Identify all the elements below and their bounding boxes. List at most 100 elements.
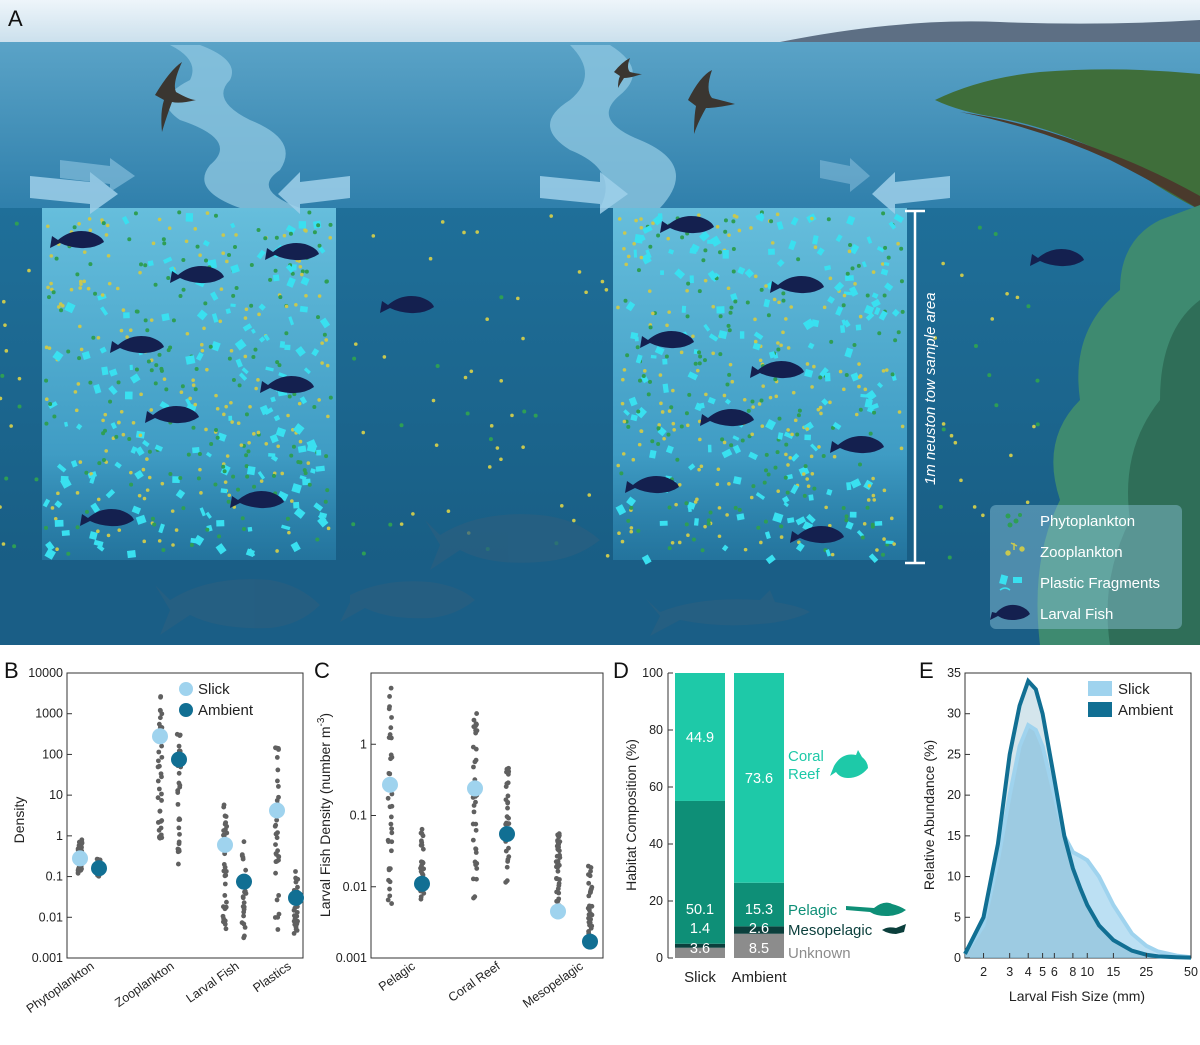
plastic-fragment [147, 260, 154, 267]
larval-fish-icon [110, 336, 164, 354]
phytoplankton-dot [698, 354, 703, 359]
phytoplankton-dot [256, 228, 261, 233]
zooplankton-dot [637, 442, 642, 447]
raw-point [274, 835, 280, 841]
zooplankton-dot [162, 377, 167, 381]
plastic-fragment [265, 366, 274, 372]
mean-ambient [499, 825, 515, 842]
zooplankton-dot [46, 224, 50, 229]
plastic-fragment [89, 474, 96, 484]
plastic-fragment [804, 368, 814, 378]
zooplankton-dot [810, 471, 815, 476]
zooplankton-dot [828, 276, 833, 281]
plastic-fragment [44, 548, 56, 560]
plastic-fragment [292, 423, 305, 435]
phytoplankton-dot [747, 434, 752, 439]
raw-point [294, 921, 300, 927]
plastic-fragment [821, 398, 829, 406]
zooplankton-dot [810, 216, 814, 221]
zooplankton-dot [774, 394, 779, 399]
phytoplankton-dot [166, 348, 171, 353]
zooplankton-dot [324, 338, 329, 342]
plastic-fragment [662, 358, 668, 365]
segment-label: 50.1 [686, 902, 714, 918]
plastic-fragment [202, 239, 210, 247]
raw-point [241, 935, 247, 941]
phytoplankton-dot [209, 441, 214, 446]
zooplankton-dot [275, 549, 279, 553]
phytoplankton-dot [231, 293, 236, 298]
phytoplankton-dot [656, 233, 661, 238]
xtick-label: Phytoplankton [24, 959, 97, 1016]
zooplankton-dot [4, 349, 9, 353]
phytoplankton-dot [656, 426, 661, 431]
phytoplankton-dot [684, 411, 689, 416]
plastic-fragment [865, 390, 877, 401]
raw-point [387, 866, 393, 872]
phytoplankton-dot [717, 250, 722, 255]
zooplankton-dot [107, 281, 112, 286]
phytoplankton-dot [635, 345, 640, 350]
legend-slick-marker [179, 682, 193, 696]
zooplankton-dot [264, 441, 269, 446]
zooplankton-dot [743, 547, 748, 552]
plastic-fragment [721, 448, 733, 459]
ytick-label: 20 [649, 894, 663, 908]
phytoplankton-dot [697, 350, 702, 355]
raw-point [292, 905, 298, 911]
raw-point [241, 900, 247, 906]
zooplankton-dot [857, 375, 862, 379]
zooplankton-dot [78, 460, 83, 464]
zooplankton-dot [959, 478, 963, 483]
phytoplankton-dot [729, 305, 734, 310]
plastic-fragment [860, 393, 869, 398]
zooplankton-dot [616, 305, 620, 310]
bird-icon [688, 70, 735, 134]
plastic-fragment [835, 306, 844, 316]
phytoplankton-dot [4, 476, 9, 481]
tuna-silhouette [340, 581, 475, 622]
panel-a-scene: 1m neuston tow sample area Phytoplankton… [0, 0, 1200, 645]
raw-point [241, 909, 247, 915]
zooplankton-dot [475, 230, 480, 234]
phytoplankton-dot [680, 235, 685, 240]
plastic-fragment [246, 465, 256, 476]
ytick-label: 20 [947, 788, 961, 802]
zooplankton-dot [73, 390, 78, 394]
plastic-fragment [753, 331, 764, 341]
plastic-fragment [615, 504, 627, 516]
raw-point [177, 732, 183, 738]
zooplankton-dot [882, 488, 887, 493]
zooplankton-dot [198, 467, 202, 472]
plastic-fragment [864, 398, 873, 409]
zooplankton-dot [247, 440, 251, 445]
phytoplankton-dot [231, 474, 236, 479]
plastic-fragment [275, 427, 287, 438]
slick-area [965, 725, 1191, 958]
raw-point [389, 830, 395, 836]
zooplankton-dot [227, 493, 232, 498]
phytoplankton-dot [664, 354, 669, 359]
zooplankton-dot [298, 264, 303, 269]
mean-slick [217, 836, 233, 853]
mean-ambient [91, 860, 107, 877]
plastic-fragment [303, 367, 311, 375]
plastic-fragment [788, 239, 797, 251]
panel-c-ylabel-end: ) [317, 713, 333, 718]
zooplankton-dot [434, 443, 439, 447]
e-legend-ambient: Ambient [1118, 702, 1174, 719]
zooplankton-dot [990, 317, 995, 321]
phytoplankton-dot [240, 516, 245, 521]
phytoplankton-dot [697, 361, 702, 366]
convergence-arrows [30, 158, 950, 214]
panel-b-frame [66, 672, 304, 959]
phytoplankton-dot [273, 268, 278, 273]
plastic-fragment [56, 463, 67, 473]
raw-point [473, 799, 478, 805]
zooplankton-dot [784, 317, 788, 321]
plastic-fragment [230, 222, 236, 229]
zooplankton-dot [717, 534, 722, 539]
raw-point [505, 780, 511, 786]
phytoplankton-dot [300, 269, 305, 274]
